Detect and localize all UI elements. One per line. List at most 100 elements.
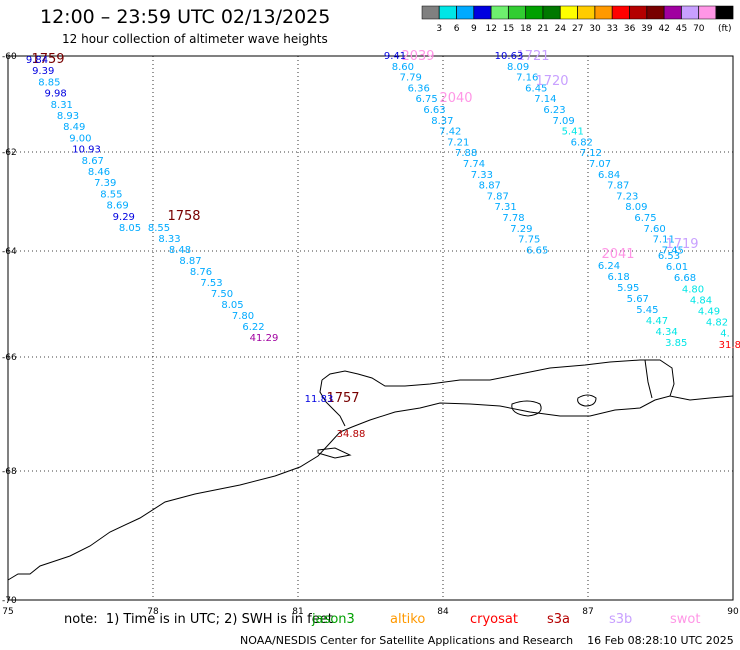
lon-tick-label: 75	[2, 607, 13, 617]
wave-height-value: 41.29	[250, 333, 279, 344]
legend-swatch	[612, 5, 630, 20]
legend-swatch	[594, 5, 613, 20]
wave-height-value: 8.76	[190, 267, 212, 278]
wave-height-value: 7.09	[552, 116, 574, 127]
wave-height-value: 6.45	[525, 83, 547, 94]
map-title: 12:00 – 23:59 UTC 02/13/2025	[40, 6, 331, 28]
wave-height-value: 6.24	[598, 261, 620, 272]
wave-height-value: 7.31	[494, 202, 516, 213]
legend-swatch	[456, 5, 474, 20]
wave-height-value: 4.84	[690, 295, 712, 306]
wave-height-value: 7.45	[662, 245, 684, 256]
pass-number-label: 1720	[535, 74, 568, 89]
wave-height-value: 5.95	[617, 283, 639, 294]
wave-height-value: 7.60	[643, 224, 665, 235]
wave-height-value: 6.63	[423, 105, 445, 116]
wave-height-value: 6.68	[674, 273, 696, 284]
wave-height-value: 7.11	[653, 235, 675, 246]
lat-tick-label: -62	[2, 148, 17, 158]
wave-height-value: 7.23	[616, 191, 638, 202]
wave-height-value: 8.37	[431, 116, 453, 127]
altimeter-tracks: 17599.849.398.859.988.318.938.499.0010.9…	[26, 49, 740, 440]
wave-height-value: 6.53	[658, 251, 680, 262]
legend-label: 42	[658, 24, 669, 34]
wave-height-value: 8.69	[106, 201, 128, 212]
wave-height-value: 6.84	[598, 170, 620, 181]
wave-height-value: 6.22	[242, 322, 264, 333]
wave-height-value: 8.60	[392, 62, 414, 73]
wave-height-value: 7.07	[589, 159, 611, 170]
track-2039: 20399.418.607.796.366.756.638.377.427.21…	[384, 49, 548, 256]
lon-tick-label: 81	[292, 607, 303, 617]
legend-label: 39	[641, 24, 653, 34]
wave-height-value: 7.53	[200, 278, 222, 289]
wave-height-value: 7.33	[471, 170, 493, 181]
pass-number-label: 2041	[601, 247, 634, 262]
wave-height-value: 6.36	[408, 83, 430, 94]
legend-swatch	[681, 5, 699, 20]
footer-credit: NOAA/NESDIS Center for Satellite Applica…	[240, 634, 734, 647]
wave-height-value: 4.82	[706, 318, 728, 329]
wave-height-value: 11.83	[305, 394, 334, 405]
legend-label: 45	[676, 24, 687, 34]
wave-height-value: 4.47	[646, 316, 668, 327]
legend-label: 36	[624, 24, 636, 34]
track-1758: 17588.558.338.488.878.767.537.508.057.80…	[148, 209, 278, 344]
pass-number-label: 1719	[665, 237, 698, 252]
wave-height-value: 4.80	[682, 284, 704, 295]
wave-height-value: 7.39	[94, 178, 116, 189]
pass-number-label: 1721	[516, 49, 549, 64]
map-frame	[7, 55, 734, 601]
legend-label: 27	[572, 24, 583, 34]
wave-height-value: 8.09	[507, 62, 529, 73]
wave-height-value: 6.75	[634, 213, 656, 224]
wave-height-value: 7.87	[607, 181, 629, 192]
lat-tick-label: -68	[2, 467, 17, 477]
satellite-jason3: jason3	[312, 612, 355, 627]
wave-height-value: 8.05	[221, 300, 243, 311]
wave-height-value: 31.82	[719, 340, 740, 351]
wave-height-value: 7.21	[447, 137, 469, 148]
legend-label: 70	[693, 24, 705, 34]
wave-height-value: 10.93	[72, 145, 101, 156]
track-1720: 1720	[535, 74, 568, 89]
legend-label: 18	[520, 24, 532, 34]
wave-height-value: 7.50	[211, 289, 233, 300]
legend-label: 3	[436, 24, 442, 34]
wave-height-value: 7.74	[463, 159, 485, 170]
track-1759: 17599.849.398.859.988.318.938.499.0010.9…	[26, 52, 141, 234]
wave-height-value: 9.00	[69, 133, 91, 144]
satellite-altiko: altiko	[390, 612, 426, 627]
lon-tick-label: 90	[727, 607, 739, 617]
wave-height-value: 4.34	[655, 327, 677, 338]
satellite-swot: swot	[670, 612, 701, 627]
wave-height-value: 7.42	[439, 127, 461, 138]
wave-height-value: 5.41	[562, 127, 584, 138]
legend-swatch	[525, 5, 544, 20]
pass-number-label: 2039	[401, 49, 434, 64]
legend-swatch	[629, 5, 647, 20]
wave-height-value: 6.23	[543, 105, 565, 116]
pass-number-label: 2040	[439, 91, 472, 106]
legend-label: 15	[503, 24, 514, 34]
wave-height-value: 6.75	[415, 94, 437, 105]
wave-height-value: 6.01	[666, 262, 688, 273]
wave-height-value: 9.41	[384, 51, 406, 62]
legend-label: 6	[454, 24, 460, 34]
legend-label: 21	[537, 24, 548, 34]
wave-height-value: 3.85	[665, 338, 687, 349]
lon-tick-label: 84	[437, 607, 449, 617]
legend-swatch	[439, 5, 457, 20]
legend-swatch	[508, 5, 526, 20]
wave-height-value: 8.33	[158, 234, 180, 245]
wave-height-value: 8.87	[179, 256, 201, 267]
wave-height-value: 7.75	[518, 235, 540, 246]
legend-swatch	[421, 5, 440, 20]
wave-height-value: 8.85	[38, 77, 60, 88]
satellite-cryosat: cryosat	[470, 612, 518, 627]
legend-label: 9	[471, 24, 477, 34]
wave-height-value: 7.78	[502, 213, 524, 224]
